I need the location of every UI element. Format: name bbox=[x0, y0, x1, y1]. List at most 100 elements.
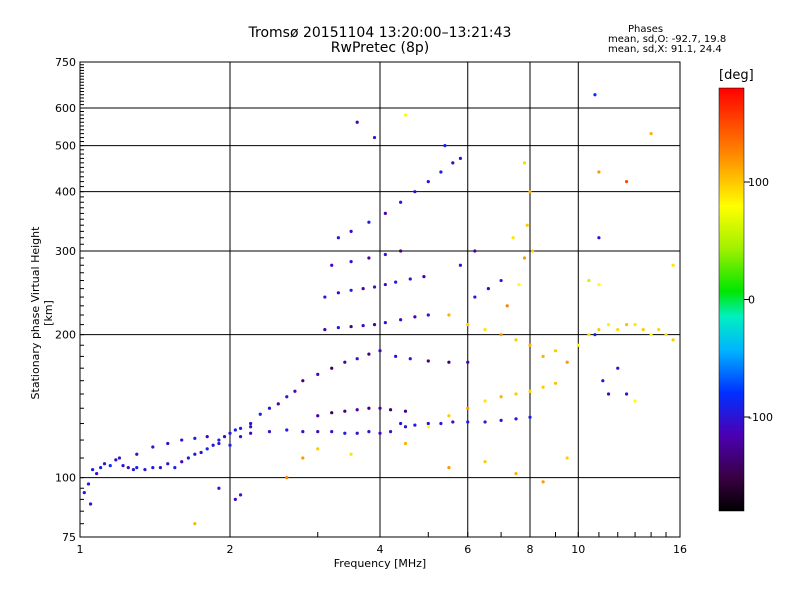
data-point bbox=[483, 460, 487, 464]
colorbar-tick-label: -100 bbox=[748, 411, 773, 424]
data-point bbox=[131, 467, 136, 472]
data-point bbox=[330, 366, 334, 370]
x-axis-label: Frequency [MHz] bbox=[333, 557, 427, 570]
data-point bbox=[447, 465, 451, 470]
colorbar-tick-label: 100 bbox=[748, 176, 769, 189]
data-point bbox=[228, 431, 232, 435]
chart-title: Tromsø 20151104 13:20:00–13:21:43 bbox=[248, 25, 512, 41]
data-point bbox=[180, 460, 184, 464]
data-point bbox=[483, 420, 487, 424]
data-point bbox=[336, 291, 340, 295]
data-point bbox=[593, 93, 597, 97]
data-point bbox=[403, 441, 408, 446]
data-point bbox=[199, 450, 203, 455]
data-point bbox=[486, 287, 490, 291]
data-point bbox=[135, 465, 139, 470]
data-point bbox=[336, 325, 340, 330]
data-point bbox=[258, 412, 262, 416]
x-tick-label: 16 bbox=[673, 543, 687, 556]
data-point bbox=[372, 322, 377, 327]
data-point bbox=[624, 392, 629, 396]
data-point bbox=[473, 295, 477, 299]
x-axis-ticks: 1 2 4 6 8 10 16 bbox=[77, 532, 687, 556]
colorbar bbox=[718, 87, 745, 512]
data-point bbox=[228, 443, 232, 447]
data-point bbox=[439, 170, 443, 174]
data-point bbox=[205, 447, 209, 451]
x-tick-label: 1 bbox=[77, 543, 84, 556]
data-point bbox=[671, 338, 675, 342]
data-point bbox=[301, 456, 305, 460]
data-point bbox=[511, 236, 515, 240]
data-point bbox=[447, 414, 451, 418]
data-point bbox=[267, 430, 272, 434]
data-point bbox=[91, 467, 95, 472]
data-point bbox=[82, 491, 86, 495]
data-point bbox=[316, 372, 320, 376]
data-point bbox=[616, 327, 620, 332]
data-point bbox=[565, 360, 569, 364]
data-point bbox=[466, 360, 470, 364]
x-tick-label: 6 bbox=[464, 543, 471, 556]
x-tick-label: 2 bbox=[227, 543, 234, 556]
data-point bbox=[238, 426, 243, 430]
data-point bbox=[316, 447, 320, 451]
colorbar-tick-label: 0 bbox=[748, 294, 755, 307]
data-point bbox=[439, 421, 443, 426]
data-point bbox=[114, 458, 118, 462]
data-point bbox=[458, 156, 463, 161]
data-point bbox=[330, 411, 334, 415]
data-point bbox=[413, 190, 417, 194]
data-point bbox=[343, 431, 347, 435]
data-point bbox=[193, 436, 197, 440]
data-point bbox=[553, 349, 558, 353]
data-point bbox=[267, 406, 272, 410]
data-point bbox=[616, 366, 620, 370]
data-point bbox=[499, 395, 503, 399]
data-point bbox=[483, 399, 487, 403]
data-point bbox=[193, 522, 197, 526]
data-point bbox=[285, 428, 289, 432]
data-point bbox=[217, 438, 221, 442]
data-point bbox=[447, 313, 451, 317]
data-point bbox=[624, 322, 629, 327]
data-point bbox=[499, 278, 503, 283]
y-tick-label: 400 bbox=[55, 186, 76, 199]
y-tick-label: 750 bbox=[55, 56, 76, 69]
data-point bbox=[399, 421, 403, 426]
data-point bbox=[349, 452, 353, 456]
data-point bbox=[597, 236, 601, 240]
data-point bbox=[372, 135, 377, 140]
data-point bbox=[466, 322, 470, 327]
data-point bbox=[528, 190, 532, 194]
data-point bbox=[641, 327, 645, 332]
data-point bbox=[316, 414, 320, 418]
y-axis-ticks: 75 100 200 300 400 500 600 750 bbox=[55, 56, 84, 544]
data-point bbox=[587, 278, 591, 283]
data-point bbox=[394, 354, 398, 358]
data-point bbox=[403, 409, 408, 413]
data-point bbox=[378, 349, 382, 353]
x-tick-label: 8 bbox=[527, 543, 534, 556]
y-tick-label: 300 bbox=[55, 245, 76, 258]
data-point bbox=[473, 249, 477, 253]
x-tick-label: 10 bbox=[571, 543, 585, 556]
phase-stats-heading: Phases bbox=[628, 24, 664, 35]
data-points bbox=[82, 93, 675, 526]
data-point bbox=[514, 392, 518, 396]
data-point bbox=[349, 229, 353, 233]
data-point bbox=[316, 430, 320, 434]
data-point bbox=[505, 304, 509, 308]
data-point bbox=[565, 456, 569, 460]
data-point bbox=[499, 333, 503, 337]
data-point bbox=[383, 321, 387, 325]
y-tick-label: 75 bbox=[62, 531, 76, 544]
data-point bbox=[211, 443, 215, 447]
data-point bbox=[531, 249, 535, 253]
data-point bbox=[399, 200, 403, 204]
data-point bbox=[458, 263, 463, 267]
data-point bbox=[233, 428, 237, 432]
data-point bbox=[249, 421, 253, 426]
data-point bbox=[193, 452, 197, 456]
data-point bbox=[361, 287, 365, 291]
